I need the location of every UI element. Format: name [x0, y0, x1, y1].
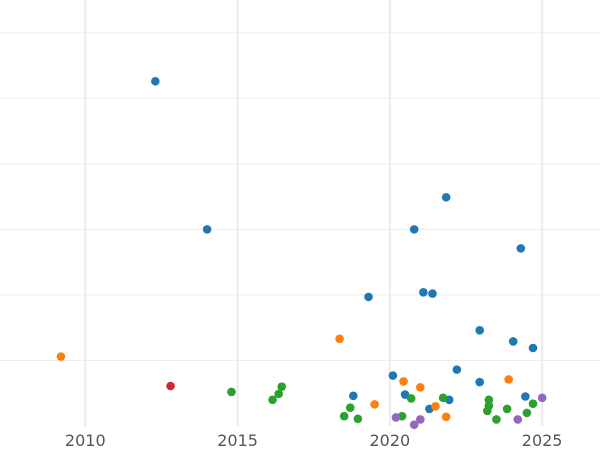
- data-point-purple: [409, 420, 419, 429]
- data-point-purple: [391, 413, 401, 422]
- data-point-blue: [388, 371, 398, 380]
- data-point-blue: [428, 289, 437, 298]
- data-point-green: [484, 401, 494, 410]
- data-point-green: [528, 399, 538, 409]
- data-point-blue: [516, 244, 526, 253]
- data-point-blue: [508, 337, 518, 346]
- data-point-orange: [56, 352, 66, 361]
- data-point-orange: [416, 383, 425, 392]
- grid: [0, 0, 600, 426]
- data-point-blue: [521, 392, 530, 401]
- data-point-orange: [431, 402, 440, 411]
- data-point-green: [268, 395, 277, 405]
- data-point-purple: [513, 415, 523, 424]
- data-point-blue: [528, 343, 538, 353]
- x-tick-label: 2015: [217, 431, 258, 450]
- data-point-green: [484, 395, 494, 405]
- data-point-blue: [348, 391, 358, 401]
- data-point-green: [353, 414, 363, 424]
- data-point-purple: [537, 393, 547, 403]
- data-point-blue: [364, 292, 373, 302]
- data-point-green: [277, 382, 287, 391]
- data-point-blue: [202, 225, 212, 234]
- data-point-blue: [441, 192, 451, 202]
- data-point-purple: [416, 415, 425, 424]
- x-tick-label: 2010: [65, 431, 106, 450]
- data-point-green: [438, 393, 448, 403]
- data-point-green: [274, 389, 283, 399]
- data-point-blue: [419, 288, 428, 297]
- data-point-orange: [441, 412, 451, 422]
- data-point-green: [502, 404, 512, 414]
- data-point-blue: [475, 377, 484, 387]
- data-point-green: [522, 408, 532, 418]
- data-point-orange: [504, 375, 513, 384]
- data-point-green: [406, 394, 416, 403]
- data-point-blue: [452, 365, 462, 374]
- data-point-blue: [475, 326, 484, 335]
- data-point-green: [345, 403, 355, 412]
- x-tick-label: 2020: [369, 431, 410, 450]
- data-point-orange: [370, 400, 379, 409]
- data-points: [56, 76, 547, 429]
- data-point-green: [339, 411, 349, 421]
- data-point-green: [227, 387, 236, 397]
- data-point-orange: [335, 334, 344, 344]
- x-tick-label: 2025: [522, 431, 563, 450]
- x-tick-labels: 2010 2015 2020 2025: [65, 431, 563, 450]
- data-point-orange: [399, 377, 408, 386]
- data-point-blue: [409, 225, 419, 234]
- data-point-blue: [400, 390, 410, 399]
- data-point-red: [166, 381, 175, 391]
- data-point-blue: [151, 76, 160, 86]
- data-point-green: [492, 415, 501, 424]
